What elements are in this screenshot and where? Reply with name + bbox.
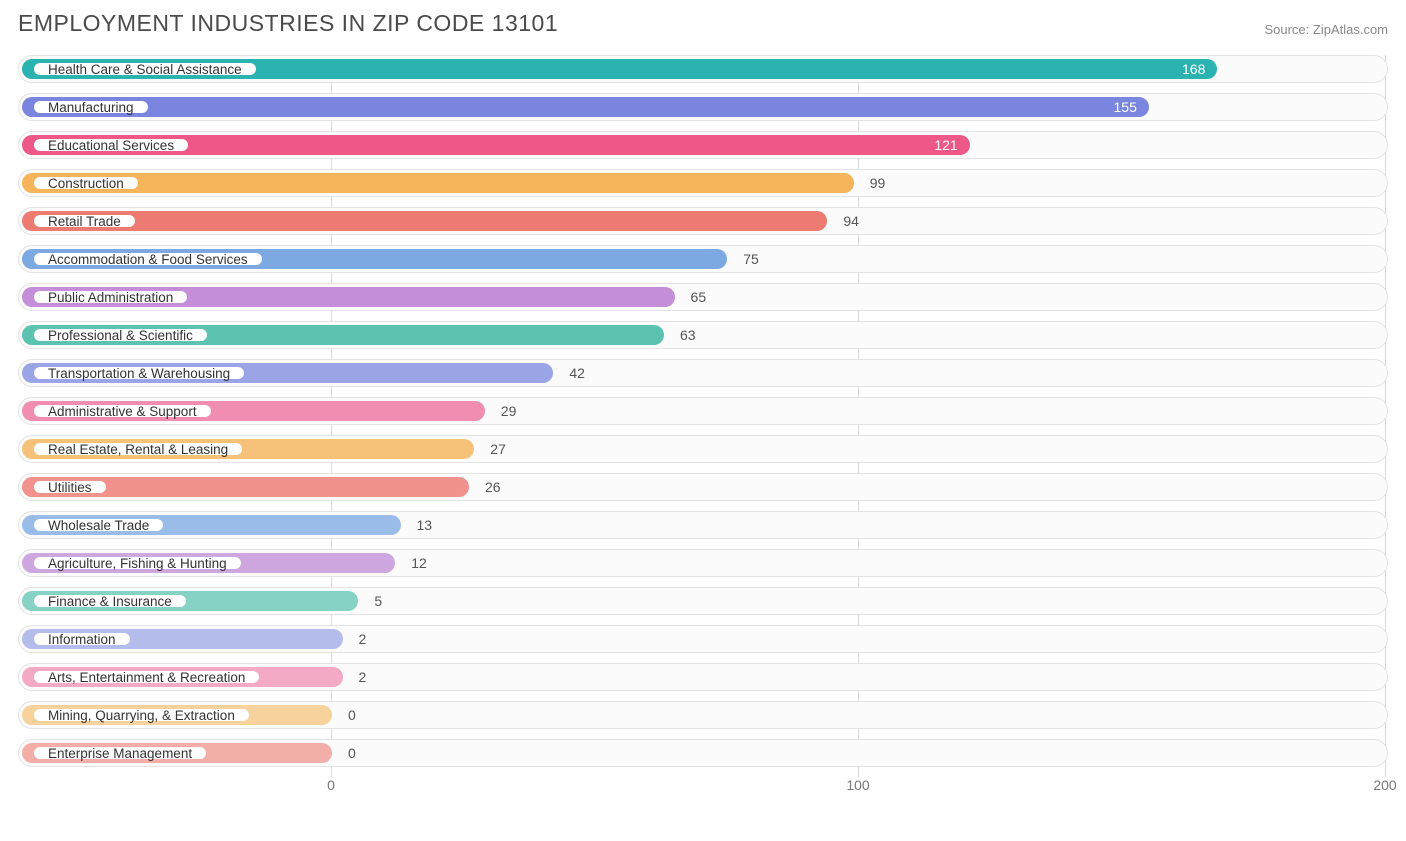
bar-label-pill: Manufacturing <box>32 99 150 115</box>
bar-value: 27 <box>480 439 516 459</box>
bar-row: Transportation & Warehousing 42 <box>18 359 1388 387</box>
bar-value: 121 <box>924 135 967 155</box>
bar-label-pill: Administrative & Support <box>32 403 213 419</box>
bar-fill <box>22 97 1149 117</box>
bar-row: Wholesale Trade 13 <box>18 511 1388 539</box>
axis-tick: 100 <box>846 777 869 793</box>
bar-label-pill: Educational Services <box>32 137 190 153</box>
bar-row: Public Administration 65 <box>18 283 1388 311</box>
bar-row: Health Care & Social Assistance 168 <box>18 55 1388 83</box>
bar-row: Information 2 <box>18 625 1388 653</box>
chart-rows: Health Care & Social Assistance 168 Manufa… <box>18 55 1388 767</box>
bar-label-pill: Accommodation & Food Services <box>32 251 264 267</box>
bar-value: 75 <box>733 249 769 269</box>
bar-value: 63 <box>670 325 706 345</box>
bar-value: 2 <box>349 667 377 687</box>
bar-label-pill: Public Administration <box>32 289 189 305</box>
bar-label-pill: Professional & Scientific <box>32 327 209 343</box>
bar-label-pill: Mining, Quarrying, & Extraction <box>32 707 251 723</box>
chart-x-axis: 0100200 <box>18 777 1388 801</box>
bar-label-pill: Health Care & Social Assistance <box>32 61 258 77</box>
bar-row: Educational Services 121 <box>18 131 1388 159</box>
bar-value: 155 <box>1104 97 1147 117</box>
bar-value: 0 <box>338 743 366 763</box>
bar-value: 168 <box>1172 59 1215 79</box>
bar-label-pill: Agriculture, Fishing & Hunting <box>32 555 243 571</box>
bar-value: 13 <box>407 515 443 535</box>
bar-row: Construction 99 <box>18 169 1388 197</box>
bar-value: 12 <box>401 553 437 573</box>
axis-tick: 200 <box>1373 777 1396 793</box>
bar-fill <box>22 211 827 231</box>
bar-value: 94 <box>833 211 869 231</box>
bar-row: Professional & Scientific 63 <box>18 321 1388 349</box>
bar-row: Enterprise Management 0 <box>18 739 1388 767</box>
bar-label-pill: Information <box>32 631 132 647</box>
chart-header: EMPLOYMENT INDUSTRIES IN ZIP CODE 13101 … <box>18 10 1388 37</box>
bar-label-pill: Arts, Entertainment & Recreation <box>32 669 261 685</box>
bar-row: Agriculture, Fishing & Hunting 12 <box>18 549 1388 577</box>
bar-value: 42 <box>559 363 595 383</box>
bar-row: Utilities 26 <box>18 473 1388 501</box>
chart-container: EMPLOYMENT INDUSTRIES IN ZIP CODE 13101 … <box>0 0 1406 841</box>
bar-row: Accommodation & Food Services 75 <box>18 245 1388 273</box>
chart-title: EMPLOYMENT INDUSTRIES IN ZIP CODE 13101 <box>18 10 558 37</box>
bar-row: Finance & Insurance 5 <box>18 587 1388 615</box>
bar-label-pill: Transportation & Warehousing <box>32 365 246 381</box>
bar-label-pill: Construction <box>32 175 140 191</box>
bar-row: Retail Trade 94 <box>18 207 1388 235</box>
bar-value: 0 <box>338 705 366 725</box>
bar-value: 99 <box>860 173 896 193</box>
bar-fill <box>22 173 854 193</box>
bar-label-pill: Enterprise Management <box>32 745 208 761</box>
bar-value: 5 <box>364 591 392 611</box>
bar-label-pill: Finance & Insurance <box>32 593 188 609</box>
chart-plot-area: Health Care & Social Assistance 168 Manufa… <box>18 55 1388 801</box>
axis-tick: 0 <box>327 777 335 793</box>
bar-value: 26 <box>475 477 511 497</box>
bar-row: Arts, Entertainment & Recreation 2 <box>18 663 1388 691</box>
bar-label-pill: Real Estate, Rental & Leasing <box>32 441 244 457</box>
bar-row: Manufacturing 155 <box>18 93 1388 121</box>
bar-value: 65 <box>681 287 717 307</box>
chart-source: Source: ZipAtlas.com <box>1264 22 1388 37</box>
bar-value: 29 <box>491 401 527 421</box>
bar-label-pill: Utilities <box>32 479 108 495</box>
bar-row: Administrative & Support 29 <box>18 397 1388 425</box>
bar-row: Real Estate, Rental & Leasing 27 <box>18 435 1388 463</box>
bar-row: Mining, Quarrying, & Extraction 0 <box>18 701 1388 729</box>
bar-value: 2 <box>349 629 377 649</box>
bar-label-pill: Retail Trade <box>32 213 137 229</box>
bar-label-pill: Wholesale Trade <box>32 517 165 533</box>
